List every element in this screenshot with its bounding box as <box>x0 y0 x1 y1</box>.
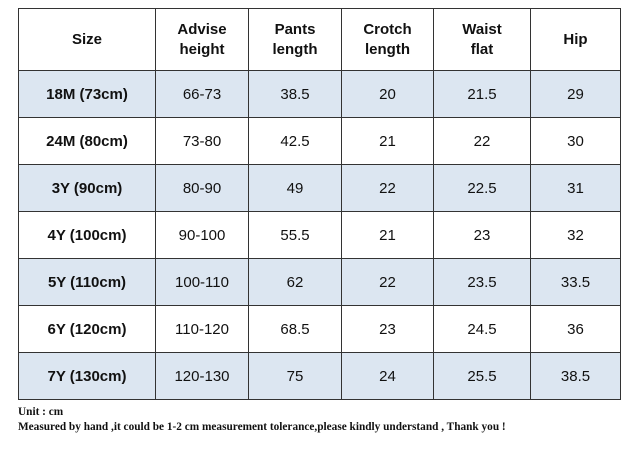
value-cell: 22 <box>433 117 531 165</box>
header-text: Waist <box>462 20 502 38</box>
value-cell: 66-73 <box>155 70 249 118</box>
header-cell: Hip <box>530 8 621 71</box>
value-cell: 24.5 <box>433 305 531 353</box>
value-cell: 36 <box>530 305 621 353</box>
value-cell: 22 <box>341 164 434 212</box>
table-body: 18M (73cm) 66-73 38.5 20 21.5 29 24M (80cm) 73-… <box>18 70 621 400</box>
value-cell: 110-120 <box>155 305 249 353</box>
size-cell: 3Y (90cm) <box>18 164 156 212</box>
size-cell: 4Y (100cm) <box>18 211 156 259</box>
header-text: length <box>272 40 318 58</box>
size-table: Size Advise height Pants length Crotch length W… <box>18 8 621 400</box>
value-cell: 25.5 <box>433 352 531 400</box>
header-text: length <box>365 40 410 58</box>
header-text: height <box>179 40 225 58</box>
value-cell: 23 <box>433 211 531 259</box>
value-cell: 22 <box>341 258 434 306</box>
header-cell: Crotch length <box>341 8 434 71</box>
value-cell: 22.5 <box>433 164 531 212</box>
value-cell: 68.5 <box>248 305 342 353</box>
size-cell: 5Y (110cm) <box>18 258 156 306</box>
header-cell: Waist flat <box>433 8 531 71</box>
value-cell: 62 <box>248 258 342 306</box>
value-cell: 21.5 <box>433 70 531 118</box>
value-cell: 33.5 <box>530 258 621 306</box>
value-cell: 55.5 <box>248 211 342 259</box>
table-row: 6Y (120cm) 110-120 68.5 23 24.5 36 <box>18 305 621 353</box>
value-cell: 23.5 <box>433 258 531 306</box>
table-row: 24M (80cm) 73-80 42.5 21 22 30 <box>18 117 621 165</box>
value-cell: 49 <box>248 164 342 212</box>
header-text: Crotch <box>363 20 412 38</box>
value-cell: 31 <box>530 164 621 212</box>
header-text: Advise <box>177 20 227 38</box>
value-cell: 21 <box>341 211 434 259</box>
value-cell: 90-100 <box>155 211 249 259</box>
value-cell: 38.5 <box>248 70 342 118</box>
table-row: 5Y (110cm) 100-110 62 22 23.5 33.5 <box>18 258 621 306</box>
value-cell: 75 <box>248 352 342 400</box>
size-cell: 6Y (120cm) <box>18 305 156 353</box>
header-cell: Advise height <box>155 8 249 71</box>
size-cell: 7Y (130cm) <box>18 352 156 400</box>
measure-note: Measured by hand ,it could be 1-2 cm mea… <box>18 421 506 433</box>
value-cell: 73-80 <box>155 117 249 165</box>
table-row: 7Y (130cm) 120-130 75 24 25.5 38.5 <box>18 352 621 400</box>
value-cell: 24 <box>341 352 434 400</box>
value-cell: 30 <box>530 117 621 165</box>
header-cell: Pants length <box>248 8 342 71</box>
header-text: flat <box>470 40 494 58</box>
unit-note: Unit : cm <box>18 406 64 418</box>
table-row: 18M (73cm) 66-73 38.5 20 21.5 29 <box>18 70 621 118</box>
value-cell: 38.5 <box>530 352 621 400</box>
value-cell: 21 <box>341 117 434 165</box>
header-cell: Size <box>18 8 156 71</box>
value-cell: 100-110 <box>155 258 249 306</box>
size-cell: 18M (73cm) <box>18 70 156 118</box>
value-cell: 120-130 <box>155 352 249 400</box>
value-cell: 29 <box>530 70 621 118</box>
table-row: 3Y (90cm) 80-90 49 22 22.5 31 <box>18 164 621 212</box>
value-cell: 42.5 <box>248 117 342 165</box>
value-cell: 32 <box>530 211 621 259</box>
header-row: Size Advise height Pants length Crotch length W… <box>18 8 621 71</box>
value-cell: 23 <box>341 305 434 353</box>
size-cell: 24M (80cm) <box>18 117 156 165</box>
value-cell: 20 <box>341 70 434 118</box>
header-text: Size <box>71 30 102 48</box>
table-row: 4Y (100cm) 90-100 55.5 21 23 32 <box>18 211 621 259</box>
value-cell: 80-90 <box>155 164 249 212</box>
header-text: Pants <box>274 20 316 38</box>
header-text: Hip <box>563 30 588 48</box>
